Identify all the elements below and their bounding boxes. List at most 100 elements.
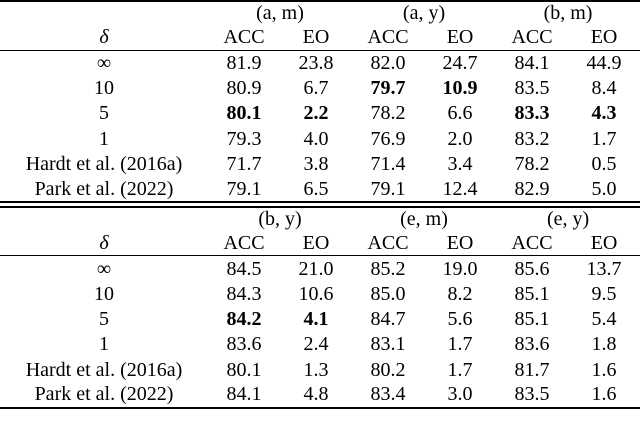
cell-value: 85.1 [514, 308, 550, 331]
row-label: ∞ [96, 51, 112, 74]
cell-value: 1.7 [447, 333, 473, 356]
cell-value: 84.1 [514, 51, 550, 74]
table-row: Park et al. (2022) 79.1 6.5 79.1 12.4 82… [0, 176, 640, 201]
row-label: 10 [94, 282, 114, 305]
column-header-row: δ ACC EO ACC EO ACC EO [0, 24, 640, 50]
table-row: Hardt et al. (2016a) 80.1 1.3 80.2 1.7 8… [0, 357, 640, 382]
cell-value: 82.9 [514, 177, 550, 200]
cell-value: 85.6 [514, 257, 550, 280]
cell-value: 10.9 [442, 76, 478, 99]
column-header-row: δ ACC EO ACC EO ACC EO [0, 230, 640, 256]
column-header-acc: ACC [367, 25, 409, 48]
cell-value: 8.4 [591, 76, 617, 99]
cell-value: 84.7 [370, 308, 406, 331]
table-row: 5 80.1 2.2 78.2 6.6 83.3 4.3 [0, 101, 640, 126]
cell-value: 83.1 [370, 333, 406, 356]
cell-value: 19.0 [442, 257, 478, 280]
cell-value: 81.9 [226, 51, 262, 74]
cell-value: 83.4 [370, 383, 406, 406]
column-header-eo: EO [590, 25, 618, 48]
cell-value: 71.4 [370, 152, 406, 175]
column-header-acc: ACC [223, 25, 265, 48]
cell-value: 2.0 [447, 127, 473, 150]
cell-value: 80.1 [226, 102, 262, 125]
empty-corner-cell [0, 1, 208, 24]
column-header-eo: EO [590, 231, 618, 254]
cell-value: 24.7 [442, 51, 478, 74]
cell-value: 84.3 [226, 282, 262, 305]
row-label: ∞ [96, 257, 112, 280]
cell-value: 78.2 [514, 152, 550, 175]
cell-value: 84.1 [226, 383, 262, 406]
cell-value: 4.8 [303, 383, 329, 406]
cell-value: 8.2 [447, 282, 473, 305]
column-header-eo: EO [446, 25, 474, 48]
column-header-eo: EO [446, 231, 474, 254]
row-label: 5 [99, 102, 109, 125]
delta-header: δ [99, 25, 109, 48]
cell-value: 82.0 [370, 51, 406, 74]
cell-value: 85.0 [370, 282, 406, 305]
cell-value: 79.1 [226, 177, 262, 200]
table-row: ∞ 81.9 23.8 82.0 24.7 84.1 44.9 [0, 50, 640, 75]
row-label: Park et al. (2022) [34, 177, 174, 200]
row-label: 10 [94, 76, 114, 99]
table-row: Hardt et al. (2016a) 71.7 3.8 71.4 3.4 7… [0, 151, 640, 176]
row-label: Park et al. (2022) [34, 383, 174, 406]
group-header: (a, y) [402, 2, 446, 24]
cell-value: 81.7 [514, 358, 550, 381]
delta-header: δ [99, 231, 109, 254]
cell-value: 23.8 [298, 51, 334, 74]
cell-value: 1.6 [591, 358, 617, 381]
cell-value: 80.1 [226, 358, 262, 381]
column-header-acc: ACC [223, 231, 265, 254]
cell-value: 3.4 [447, 152, 473, 175]
column-header-acc: ACC [511, 25, 553, 48]
cell-value: 79.1 [370, 177, 406, 200]
group-header: (e, y) [546, 207, 590, 230]
cell-value: 44.9 [586, 51, 622, 74]
empty-corner-cell [0, 207, 208, 230]
cell-value: 71.7 [226, 152, 262, 175]
column-header-acc: ACC [511, 231, 553, 254]
row-label: 1 [99, 127, 109, 150]
row-label: Hardt et al. (2016a) [25, 358, 183, 381]
cell-value: 6.7 [303, 76, 329, 99]
cell-value: 21.0 [298, 257, 334, 280]
cell-value: 76.9 [370, 127, 406, 150]
cell-value: 84.5 [226, 257, 262, 280]
cell-value: 4.1 [303, 308, 329, 331]
row-label: 5 [99, 308, 109, 331]
cell-value: 85.1 [514, 282, 550, 305]
cell-value: 12.4 [442, 177, 478, 200]
cell-value: 5.6 [447, 308, 473, 331]
group-header: (b, m) [543, 2, 593, 24]
cell-value: 1.3 [303, 358, 329, 381]
column-header-eo: EO [302, 231, 330, 254]
cell-value: 83.6 [514, 333, 550, 356]
table-row: 10 84.3 10.6 85.0 8.2 85.1 9.5 [0, 281, 640, 306]
table-row: ∞ 84.5 21.0 85.2 19.0 85.6 13.7 [0, 256, 640, 281]
group-header-row: (b, y) (e, m) (e, y) [0, 207, 640, 230]
group-header-row: (a, m) (a, y) (b, m) [0, 1, 640, 24]
cell-value: 1.6 [591, 383, 617, 406]
cell-value: 5.0 [591, 177, 617, 200]
cell-value: 1.7 [447, 358, 473, 381]
table-row: 10 80.9 6.7 79.7 10.9 83.5 8.4 [0, 75, 640, 100]
cell-value: 80.9 [226, 76, 262, 99]
cell-value: 83.2 [514, 127, 550, 150]
cell-value: 83.6 [226, 333, 262, 356]
cell-value: 78.2 [370, 102, 406, 125]
table-row: 1 79.3 4.0 76.9 2.0 83.2 1.7 [0, 126, 640, 151]
cell-value: 13.7 [586, 257, 622, 280]
cell-value: 80.2 [370, 358, 406, 381]
column-header-eo: EO [302, 25, 330, 48]
cell-value: 83.5 [514, 76, 550, 99]
cell-value: 9.5 [591, 282, 617, 305]
table-row: 1 83.6 2.4 83.1 1.7 83.6 1.8 [0, 332, 640, 357]
table-row: 5 84.2 4.1 84.7 5.6 85.1 5.4 [0, 306, 640, 331]
cell-value: 1.8 [591, 333, 617, 356]
group-header: (b, y) [258, 207, 302, 230]
cell-value: 4.3 [591, 102, 617, 125]
cell-value: 83.5 [514, 383, 550, 406]
